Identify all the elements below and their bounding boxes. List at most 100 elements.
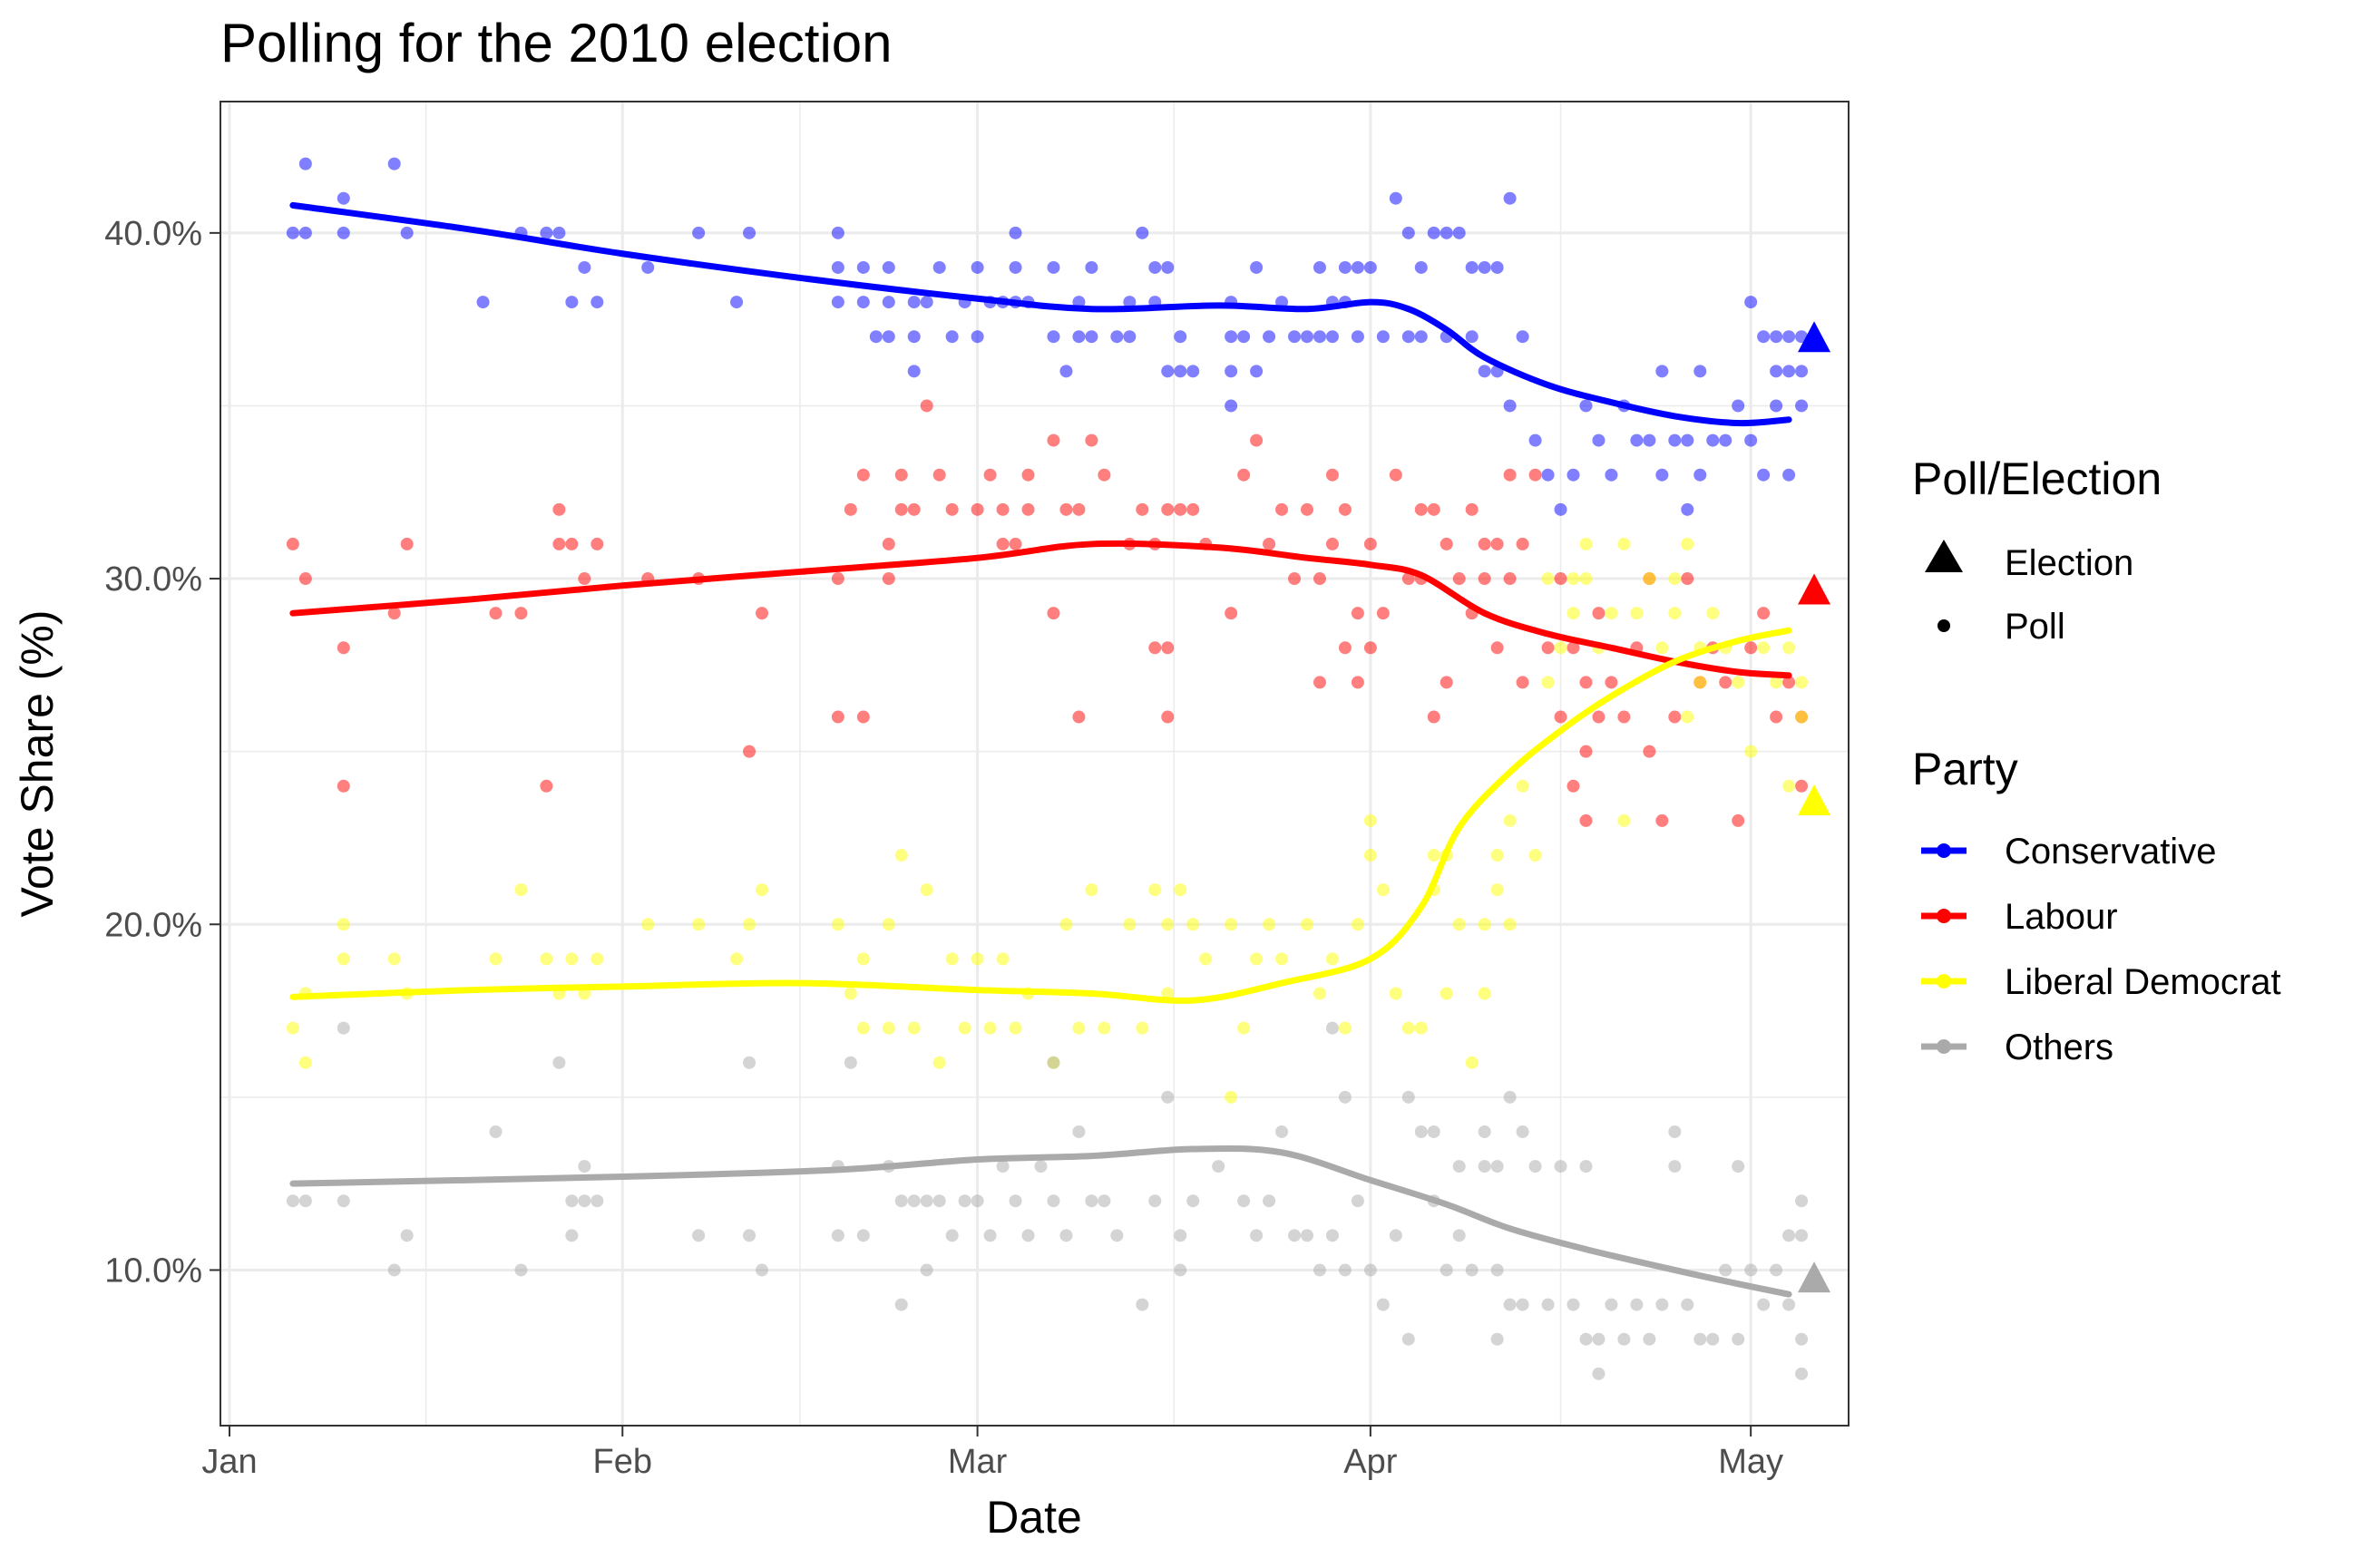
poll-point-others [1059, 1229, 1073, 1242]
poll-point-liberal-democrat [1313, 987, 1326, 1000]
poll-point-others [1338, 1263, 1352, 1277]
poll-point-conservative [1630, 433, 1644, 447]
poll-point-others [1719, 1263, 1732, 1277]
poll-point-conservative [1072, 330, 1086, 344]
poll-point-others [489, 1125, 503, 1138]
poll-point-conservative [1554, 502, 1567, 516]
poll-point-liberal-democrat [1009, 1021, 1022, 1035]
legend-party-items: Conservative Labour Liberal Democrat Others [1921, 832, 2281, 1067]
poll-point-conservative [1693, 365, 1707, 378]
poll-point-conservative [1376, 330, 1390, 344]
legend-key-point-liberal-democrat [1937, 974, 1951, 989]
poll-point-others [1212, 1160, 1225, 1174]
legend-shape-title: Poll/Election [1912, 453, 2162, 504]
poll-point-labour [1401, 572, 1415, 586]
poll-point-liberal-democrat [1782, 641, 1796, 655]
poll-point-conservative [641, 260, 655, 274]
poll-point-labour [1313, 572, 1326, 586]
trend-line-liberal-democrat [289, 627, 1792, 1004]
legend-label-conservative: Conservative [2005, 832, 2216, 872]
poll-point-others [1148, 1194, 1162, 1208]
poll-point-conservative [907, 296, 921, 309]
poll-point-conservative [1655, 468, 1669, 482]
poll-point-labour [1782, 676, 1796, 689]
poll-point-liberal-democrat [514, 883, 528, 897]
poll-point-others [1452, 1160, 1466, 1174]
poll-point-liberal-democrat [730, 952, 744, 966]
poll-point-others [1605, 1298, 1618, 1311]
poll-point-others [1795, 1367, 1809, 1380]
poll-point-conservative [1161, 260, 1175, 274]
poll-point-conservative [1237, 330, 1251, 344]
poll-point-conservative [1047, 260, 1060, 274]
poll-point-liberal-democrat [1376, 883, 1390, 897]
legend-key-point-conservative [1937, 843, 1951, 858]
poll-point-labour [1732, 813, 1745, 827]
poll-point-conservative [1440, 226, 1453, 239]
poll-point-others [1706, 1332, 1720, 1346]
poll-point-others [1732, 1160, 1745, 1174]
poll-point-labour [983, 468, 997, 482]
poll-point-labour [945, 502, 959, 516]
poll-point-liberal-democrat [1225, 1090, 1238, 1104]
poll-point-others [1782, 1298, 1796, 1311]
poll-point-conservative [945, 330, 959, 344]
poll-point-conservative [831, 296, 844, 309]
poll-point-labour [1719, 676, 1732, 689]
poll-point-liberal-democrat [1503, 813, 1517, 827]
poll-point-liberal-democrat [1237, 1021, 1251, 1035]
poll-point-others [337, 1194, 350, 1208]
poll-point-labour [1516, 676, 1529, 689]
poll-point-conservative [1059, 365, 1073, 378]
poll-point-others [1681, 1298, 1694, 1311]
poll-point-conservative [907, 365, 921, 378]
poll-point-others [1579, 1160, 1593, 1174]
poll-point-conservative [1478, 260, 1491, 274]
poll-point-labour [1376, 607, 1390, 620]
poll-point-labour [1478, 572, 1491, 586]
poll-point-others [1136, 1298, 1149, 1311]
poll-point-liberal-democrat [945, 952, 959, 966]
poll-point-labour [1592, 710, 1606, 724]
poll-point-labour [1338, 641, 1352, 655]
legend-label-others: Others [2005, 1027, 2113, 1067]
poll-point-liberal-democrat [1250, 952, 1264, 966]
poll-point-others [831, 1229, 844, 1242]
poll-point-others [1668, 1125, 1682, 1138]
poll-point-others [1401, 1332, 1415, 1346]
poll-point-conservative [1516, 330, 1529, 344]
poll-point-liberal-democrat [1668, 607, 1682, 620]
poll-point-others [1795, 1194, 1809, 1208]
poll-point-conservative [1744, 433, 1758, 447]
poll-point-conservative [856, 260, 870, 274]
poll-point-others [1478, 1125, 1491, 1138]
poll-point-liberal-democrat [1174, 883, 1187, 897]
poll-point-others [1516, 1125, 1529, 1138]
poll-point-conservative [552, 226, 566, 239]
poll-point-labour [286, 537, 299, 550]
poll-point-labour [1275, 502, 1289, 516]
poll-point-labour [514, 607, 528, 620]
poll-point-conservative [1795, 365, 1809, 378]
poll-point-liberal-democrat [337, 952, 350, 966]
poll-point-labour [1541, 641, 1555, 655]
poll-point-liberal-democrat [1085, 883, 1098, 897]
poll-point-liberal-democrat [1199, 952, 1213, 966]
poll-point-conservative [1338, 260, 1352, 274]
poll-point-liberal-democrat [1516, 779, 1529, 793]
poll-point-others [1186, 1194, 1200, 1208]
poll-point-others [1795, 1229, 1809, 1242]
poll-point-liberal-democrat [1567, 572, 1580, 586]
poll-point-others [1414, 1125, 1428, 1138]
poll-point-others [1757, 1298, 1771, 1311]
axes: Jan Feb Mar Apr May 10.0% 20.0% 30.0% 40.0% [104, 215, 1783, 1481]
legend-label-labour: Labour [2005, 897, 2118, 937]
poll-point-conservative [476, 296, 490, 309]
legend-key-point-others [1937, 1039, 1951, 1054]
poll-point-labour [1490, 641, 1504, 655]
poll-point-others [1300, 1229, 1313, 1242]
poll-point-conservative [1579, 399, 1593, 413]
trend-lines [289, 201, 1792, 1298]
poll-point-others [1174, 1229, 1187, 1242]
poll-point-others [1401, 1090, 1415, 1104]
